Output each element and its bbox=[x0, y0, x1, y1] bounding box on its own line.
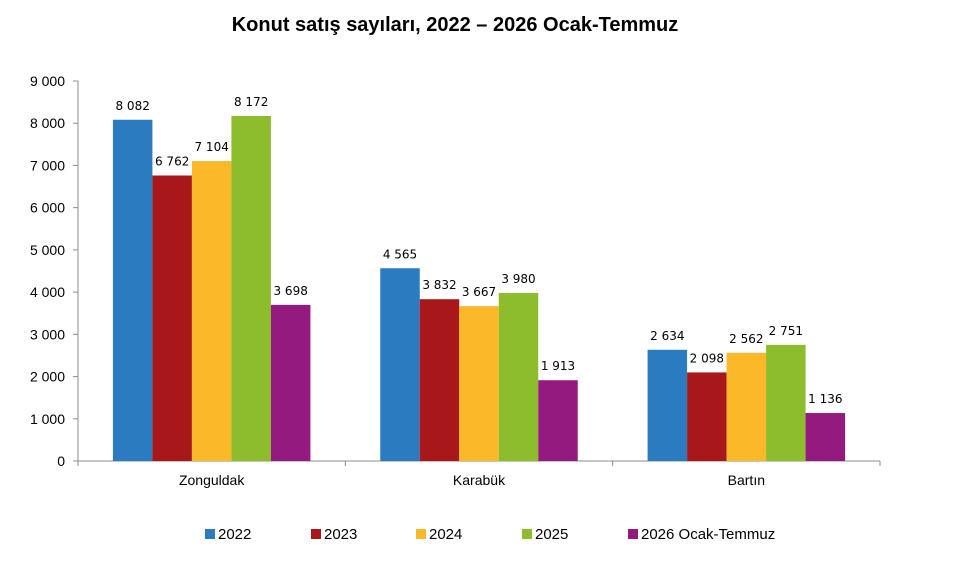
bar bbox=[270, 304, 311, 461]
data-label: 3 832 bbox=[422, 278, 456, 292]
x-category-label: Zonguldak bbox=[179, 472, 245, 488]
y-tick-label: 8 000 bbox=[30, 115, 65, 131]
legend-swatch bbox=[205, 529, 215, 539]
bar bbox=[112, 119, 153, 461]
data-label: 8 172 bbox=[234, 95, 268, 109]
data-label: 3 667 bbox=[462, 285, 496, 299]
data-labels: 8 082 6 762 7 104 8 172 3 698 4 565 3 832 3 667… bbox=[115, 95, 842, 406]
bar bbox=[380, 268, 420, 461]
bars bbox=[112, 115, 846, 462]
data-label: 4 565 bbox=[383, 247, 417, 261]
legend-swatch bbox=[416, 529, 426, 539]
y-tick-label: 7 000 bbox=[30, 157, 65, 173]
bar bbox=[191, 161, 232, 461]
bar bbox=[726, 352, 767, 461]
legend-swatch bbox=[311, 529, 321, 539]
bar bbox=[498, 292, 539, 461]
y-tick-label: 3 000 bbox=[30, 326, 65, 342]
bar bbox=[231, 115, 271, 462]
bar bbox=[419, 299, 460, 461]
legend-label: 2024 bbox=[429, 526, 462, 543]
y-tick-label: 4 000 bbox=[30, 284, 65, 300]
data-label: 1 136 bbox=[808, 392, 842, 406]
bar bbox=[152, 175, 192, 461]
y-axis: 0 1 000 2 000 3 000 4 000 5 000 6 000 7 000 8 00… bbox=[30, 73, 79, 469]
data-label: 2 098 bbox=[690, 351, 724, 365]
legend-swatch bbox=[522, 529, 532, 539]
data-label: 3 980 bbox=[501, 272, 535, 286]
data-label: 7 104 bbox=[194, 140, 228, 154]
x-axis: Zonguldak Karabük Bartın bbox=[77, 460, 881, 488]
bar bbox=[687, 372, 727, 461]
y-tick-label: 5 000 bbox=[30, 242, 65, 258]
data-label: 1 913 bbox=[541, 359, 575, 373]
y-tick-label: 2 000 bbox=[30, 369, 65, 385]
bar bbox=[805, 413, 846, 461]
bar bbox=[538, 380, 578, 461]
chart-title: Konut satış sayıları, 2022 – 2026 Ocak-T… bbox=[231, 14, 679, 36]
data-label: 6 762 bbox=[155, 154, 189, 168]
bar bbox=[766, 344, 806, 461]
x-category-label: Bartın bbox=[728, 472, 765, 488]
legend-label: 2023 bbox=[324, 526, 357, 543]
data-label: 8 082 bbox=[115, 99, 149, 113]
x-category-label: Karabük bbox=[453, 472, 506, 488]
bar bbox=[647, 349, 688, 461]
legend-label: 2026 Ocak-Temmuz bbox=[641, 526, 775, 543]
y-tick-label: 1 000 bbox=[30, 411, 65, 427]
y-tick-label: 9 000 bbox=[30, 73, 65, 89]
data-label: 2 751 bbox=[769, 324, 803, 338]
legend-label: 2025 bbox=[535, 526, 568, 543]
legend-swatch bbox=[628, 529, 638, 539]
data-label: 3 698 bbox=[273, 284, 307, 298]
data-label: 2 634 bbox=[650, 329, 684, 343]
legend: 2022 2023 2024 2025 2026 Ocak-Temmuz bbox=[205, 526, 775, 543]
y-tick-label: 6 000 bbox=[30, 200, 65, 216]
y-tick-label: 0 bbox=[57, 453, 65, 469]
data-label: 2 562 bbox=[729, 332, 763, 346]
bar bbox=[459, 306, 499, 461]
legend-label: 2022 bbox=[218, 526, 251, 543]
